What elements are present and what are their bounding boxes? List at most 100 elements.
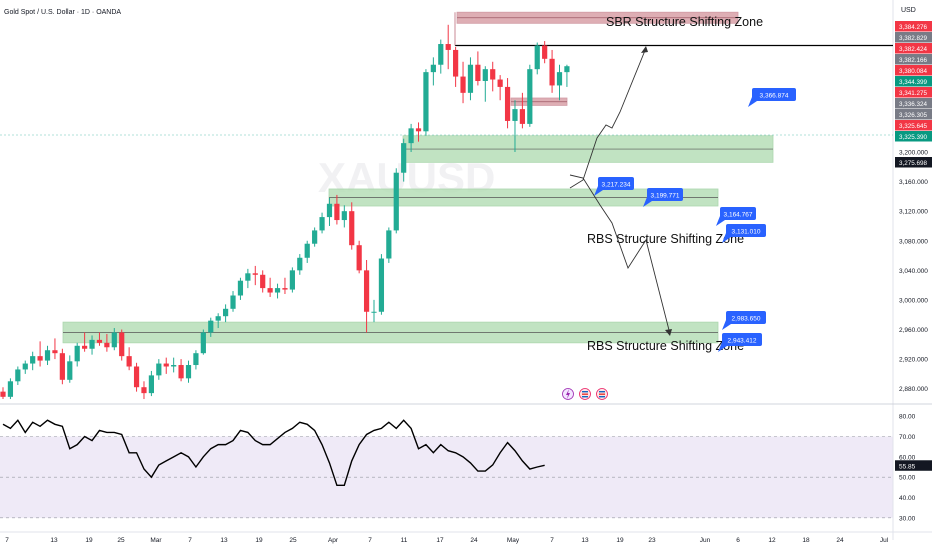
- candle-bullish: [408, 128, 414, 144]
- time-axis-tick: 24: [836, 537, 844, 544]
- price-callout: 3,217.234: [594, 177, 634, 196]
- price-callout-text: 3,199.771: [651, 193, 680, 200]
- price-callout-text: 2,983.650: [732, 316, 761, 323]
- price-callout: 2,943.412: [718, 333, 762, 352]
- candle-bullish: [193, 353, 199, 366]
- time-axis-tick: 19: [616, 537, 624, 544]
- axis-price-tag-box: [895, 157, 932, 168]
- time-axis-tick: 7: [550, 537, 554, 544]
- rsi-value-tag-text: 55.85: [899, 463, 916, 470]
- candle-bullish: [534, 45, 540, 70]
- axis-price-tag-text: 3,382.166: [899, 57, 928, 64]
- candle-bullish: [289, 270, 295, 290]
- arrow-head-down: [665, 329, 672, 336]
- candle-bullish: [467, 64, 474, 93]
- rsi-axis-tick: 60.00: [899, 454, 916, 461]
- time-axis-tick: 18: [802, 537, 810, 544]
- axis-price-tag-box: [895, 32, 932, 43]
- symbol-title: Gold Spot / U.S. Dollar · 1D · OANDA: [4, 9, 121, 16]
- candle-bearish: [104, 342, 110, 348]
- candle-bearish: [0, 391, 6, 397]
- flash-icon: [562, 388, 574, 400]
- candle-bullish: [74, 345, 80, 362]
- candle-bullish: [208, 320, 214, 333]
- time-axis-tick: 13: [50, 537, 58, 544]
- axis-price-tag-box: [895, 87, 932, 98]
- time-axis-tick: 17: [436, 537, 444, 544]
- axis-price-tag: 3,341.275: [895, 87, 932, 98]
- candle-bullish: [223, 308, 229, 317]
- price-callout: 3,199.771: [643, 188, 683, 207]
- zone-label: SBR Structure Shifting Zone: [606, 15, 763, 29]
- flag-stripe: [599, 393, 605, 395]
- price-callout-text: 3,217.234: [602, 182, 631, 189]
- candle-bearish: [349, 211, 355, 246]
- flag-stripe: [599, 396, 605, 398]
- price-callout-box: [598, 177, 634, 190]
- candle-bullish: [15, 369, 21, 382]
- candle-bearish: [519, 109, 525, 124]
- axis-price-tag: 3,384.276: [895, 21, 932, 32]
- candle-bullish: [512, 109, 518, 121]
- price-callout-box: [726, 224, 766, 237]
- time-axis-tick: 7: [368, 537, 372, 544]
- axis-price-tag-box: [895, 54, 932, 65]
- axis-price-tag-text: 3,380.084: [899, 68, 928, 75]
- currency-label: USD: [901, 7, 916, 14]
- time-axis-tick: 12: [768, 537, 776, 544]
- candle-bearish: [490, 69, 496, 80]
- axis-price-tag-box: [895, 98, 932, 109]
- time-axis-tick: 23: [648, 537, 656, 544]
- bullish-projection-path: [569, 47, 647, 189]
- time-axis-tick: 13: [581, 537, 589, 544]
- time-axis-tick: 25: [117, 537, 125, 544]
- candle-bearish: [82, 345, 88, 349]
- time-axis-tick: Jul: [880, 537, 889, 544]
- axis-price-tag-text: 3,336.324: [899, 101, 928, 108]
- candle-bullish: [30, 356, 36, 364]
- price-axis-tick: 2,920.000: [899, 357, 928, 364]
- price-callout-box: [647, 188, 683, 201]
- candle-bullish: [67, 361, 73, 380]
- axis-price-tag-box: [895, 21, 932, 32]
- flag-stripe: [599, 391, 605, 393]
- axis-price-tag-text: 3,326.305: [899, 112, 928, 119]
- axis-price-tag-text: 3,325.390: [899, 134, 928, 141]
- flag-icon: [596, 388, 608, 400]
- price-callout-box: [726, 311, 766, 324]
- price-callout-pointer: [748, 97, 757, 107]
- price-callout: 3,164.767: [716, 207, 756, 226]
- price-axis-tick: 3,080.000: [899, 238, 928, 245]
- price-callout-pointer: [716, 216, 725, 226]
- candle-bullish: [393, 172, 399, 231]
- axis-price-tag: 3,344.399: [895, 76, 932, 87]
- axis-price-tag: 3,325.645: [895, 120, 932, 131]
- time-axis-tick: 24: [470, 537, 478, 544]
- axis-price-tag-text: 3,275.698: [899, 160, 928, 167]
- time-axis-tick: 6: [736, 537, 740, 544]
- candle-bearish: [37, 356, 43, 361]
- axis-price-tag-text: 3,384.276: [899, 24, 928, 31]
- axis-price-tag-box: [895, 109, 932, 120]
- zone-label: RBS Structure Shifting Zone: [587, 232, 744, 246]
- axis-price-tag: 3,382.829: [895, 32, 932, 43]
- time-axis-tick: 7: [188, 537, 192, 544]
- candle-bullish: [438, 44, 444, 65]
- candle-bullish: [482, 69, 488, 82]
- axis-price-tag: 3,380.084: [895, 65, 932, 76]
- candle-bearish: [356, 245, 362, 271]
- candle-bullish: [304, 243, 310, 258]
- rsi-axis-tick: 80.00: [899, 414, 916, 421]
- candle-bullish: [200, 332, 206, 354]
- candle-bullish: [245, 273, 251, 281]
- candle-bearish: [119, 332, 125, 357]
- candle-bearish: [460, 76, 466, 93]
- candle-bullish: [341, 211, 347, 221]
- candle-bearish: [445, 44, 451, 50]
- candle-bearish: [133, 366, 140, 388]
- price-callout: 2,983.650: [722, 311, 766, 330]
- price-axis-tick: 3,160.000: [899, 179, 928, 186]
- candle-bearish: [267, 288, 273, 293]
- candle-bullish: [215, 316, 221, 321]
